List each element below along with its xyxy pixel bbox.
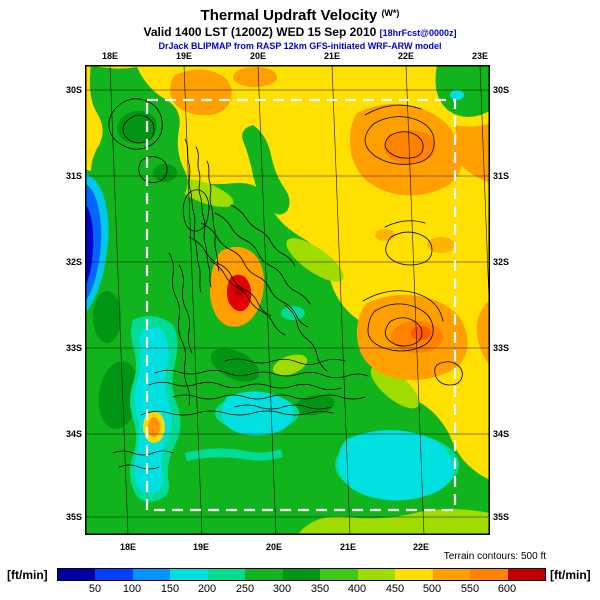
lon-label-top: 19E: [175, 51, 192, 61]
terrain-contours-note: Terrain contours: 500 ft: [443, 551, 546, 562]
lon-label-top: 20E: [249, 51, 266, 61]
colorbar-cell: [170, 569, 208, 580]
valid-time-line: Valid 1400 LST (1200Z) WED 15 Sep 2010 […: [0, 25, 600, 39]
colorbar-tick: 200: [197, 583, 217, 595]
page-title: Thermal Updraft Velocity (W*): [0, 7, 600, 24]
lat-label-left: 32S: [65, 257, 82, 267]
lat-label-right: 35S: [493, 512, 510, 522]
lat-label-right: 32S: [493, 257, 510, 267]
model-line: DrJack BLIPMAP from RASP 12km GFS-initia…: [158, 41, 442, 51]
colorbar-tick: 600: [497, 583, 517, 595]
lon-label-bottom: 19E: [192, 542, 209, 552]
colorbar-unit-left: [ft/min]: [7, 568, 48, 582]
colorbar-cell: [395, 569, 433, 580]
colorbar-tick: 350: [310, 583, 330, 595]
lat-label-right: 30S: [493, 85, 510, 95]
colorbar-cell: [320, 569, 358, 580]
lat-label-left: 35S: [65, 512, 82, 522]
colorbar-tick: 400: [347, 583, 367, 595]
lat-label-left: 30S: [65, 85, 82, 95]
colorbar-tick: 100: [122, 583, 142, 595]
lat-label-left: 33S: [65, 343, 82, 353]
model-domain-boundary: [145, 98, 457, 512]
colorbar-cell: [357, 569, 396, 580]
colorbar-cell: [58, 569, 96, 580]
title-text: Thermal Updraft Velocity: [200, 7, 378, 24]
lon-label-top: 21E: [323, 51, 340, 61]
colorbar-tick: 250: [235, 583, 255, 595]
colorbar-cell: [95, 569, 133, 580]
lon-label-bottom: 18E: [119, 542, 136, 552]
terrain-contours: [108, 98, 463, 470]
map-frame: [85, 64, 499, 536]
colorbar-cell: [507, 569, 546, 580]
lon-label-bottom: 20E: [265, 542, 282, 552]
lon-label-bottom: 22E: [412, 542, 429, 552]
lat-label-left: 31S: [65, 171, 82, 181]
valid-time-text: Valid 1400 LST (1200Z) WED 15 Sep 2010: [143, 25, 377, 39]
colorbar-cell: [245, 569, 283, 580]
map-plot: [85, 64, 499, 536]
lat-label-right: 31S: [493, 171, 510, 181]
colorbar-unit-right: [ft/min]: [550, 568, 591, 582]
colorbar-cell: [207, 569, 246, 580]
forecast-tag: [18hrFcst@0000z]: [379, 28, 457, 38]
colorbar-cell: [282, 569, 321, 580]
title-suffix: (W*): [381, 8, 400, 18]
lat-label-left: 34S: [65, 429, 82, 439]
map-border: [85, 65, 490, 535]
colorbar-tick: 50: [88, 583, 102, 595]
lat-label-right: 33S: [493, 343, 510, 353]
lon-label-bottom: 21E: [339, 542, 356, 552]
heatmap-fills: [85, 65, 490, 535]
colorbar-tick: 450: [385, 583, 405, 595]
colorbar-tick: 300: [272, 583, 292, 595]
colorbar-cell: [470, 569, 508, 580]
colorbar-cell: [432, 569, 471, 580]
lon-label-top: 22E: [397, 51, 414, 61]
colorbar-tick: 500: [422, 583, 442, 595]
colorbar-cell: [132, 569, 171, 580]
lon-label-top: 18E: [101, 51, 118, 61]
colorbar-tick: 550: [460, 583, 480, 595]
lon-label-top: 23E: [471, 51, 488, 61]
lat-label-right: 34S: [493, 429, 510, 439]
colorbar-tick: 150: [160, 583, 180, 595]
colorbar: [57, 568, 546, 581]
